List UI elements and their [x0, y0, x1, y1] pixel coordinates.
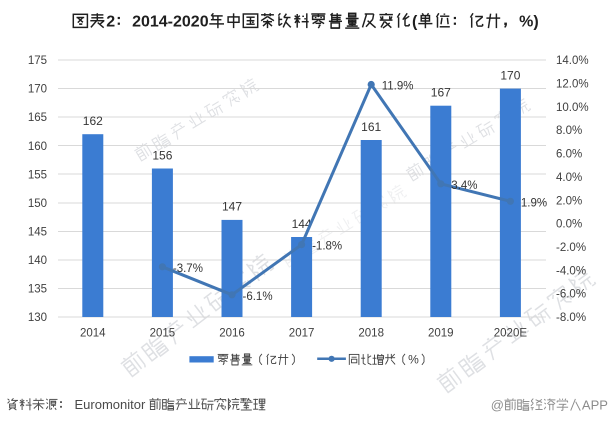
svg-text:11.9%: 11.9% [382, 81, 414, 93]
svg-text:4.0%: 4.0% [556, 172, 582, 184]
svg-text:2015: 2015 [150, 328, 176, 340]
svg-text:APP: APP [582, 397, 608, 412]
svg-text:2018: 2018 [358, 328, 384, 340]
svg-text:162: 162 [83, 114, 103, 128]
svg-text:-4.0%: -4.0% [556, 265, 586, 277]
svg-text:147: 147 [222, 200, 242, 214]
svg-text:165: 165 [28, 112, 47, 124]
svg-text:2020E: 2020E [494, 328, 528, 340]
svg-text:-8.0%: -8.0% [556, 312, 586, 324]
svg-text:170: 170 [500, 68, 520, 82]
svg-text:2: 2 [106, 14, 115, 31]
svg-text:%): %) [519, 14, 539, 31]
svg-text:2017: 2017 [289, 328, 315, 340]
svg-text:2016: 2016 [219, 328, 245, 340]
svg-text:161: 161 [361, 120, 381, 134]
svg-text:167: 167 [431, 86, 451, 100]
svg-text:130: 130 [28, 312, 47, 324]
svg-text:8.0%: 8.0% [556, 125, 582, 137]
svg-text:6.0%: 6.0% [556, 149, 582, 161]
svg-text:-2.0%: -2.0% [556, 242, 586, 254]
svg-text:1.9%: 1.9% [521, 197, 547, 209]
svg-text:2019: 2019 [428, 328, 454, 340]
svg-text:3.4%: 3.4% [451, 180, 477, 192]
svg-text:12.0%: 12.0% [556, 79, 589, 91]
svg-text:-3.7%: -3.7% [173, 263, 203, 275]
svg-text:170: 170 [28, 84, 47, 96]
svg-text:2014: 2014 [80, 328, 106, 340]
svg-text:145: 145 [28, 226, 47, 238]
svg-text:-6.1%: -6.1% [243, 291, 273, 303]
svg-text:(: ( [412, 14, 418, 31]
svg-text:2014-2020: 2014-2020 [132, 14, 209, 31]
svg-text:%: % [408, 353, 419, 367]
svg-text:156: 156 [152, 148, 172, 162]
svg-text:140: 140 [28, 255, 47, 267]
svg-text:@: @ [491, 397, 504, 412]
svg-text:10.0%: 10.0% [556, 102, 589, 114]
svg-text:135: 135 [28, 284, 47, 296]
svg-text:0.0%: 0.0% [556, 219, 582, 231]
svg-text:Euromonitor: Euromonitor [75, 397, 146, 412]
svg-text:2.0%: 2.0% [556, 195, 582, 207]
svg-text:160: 160 [28, 141, 47, 153]
svg-text:14.0%: 14.0% [556, 55, 589, 67]
svg-text:-6.0%: -6.0% [556, 289, 586, 301]
svg-text:150: 150 [28, 198, 47, 210]
svg-text:155: 155 [28, 169, 47, 181]
svg-text:175: 175 [28, 55, 47, 67]
svg-text:-1.8%: -1.8% [312, 241, 342, 253]
